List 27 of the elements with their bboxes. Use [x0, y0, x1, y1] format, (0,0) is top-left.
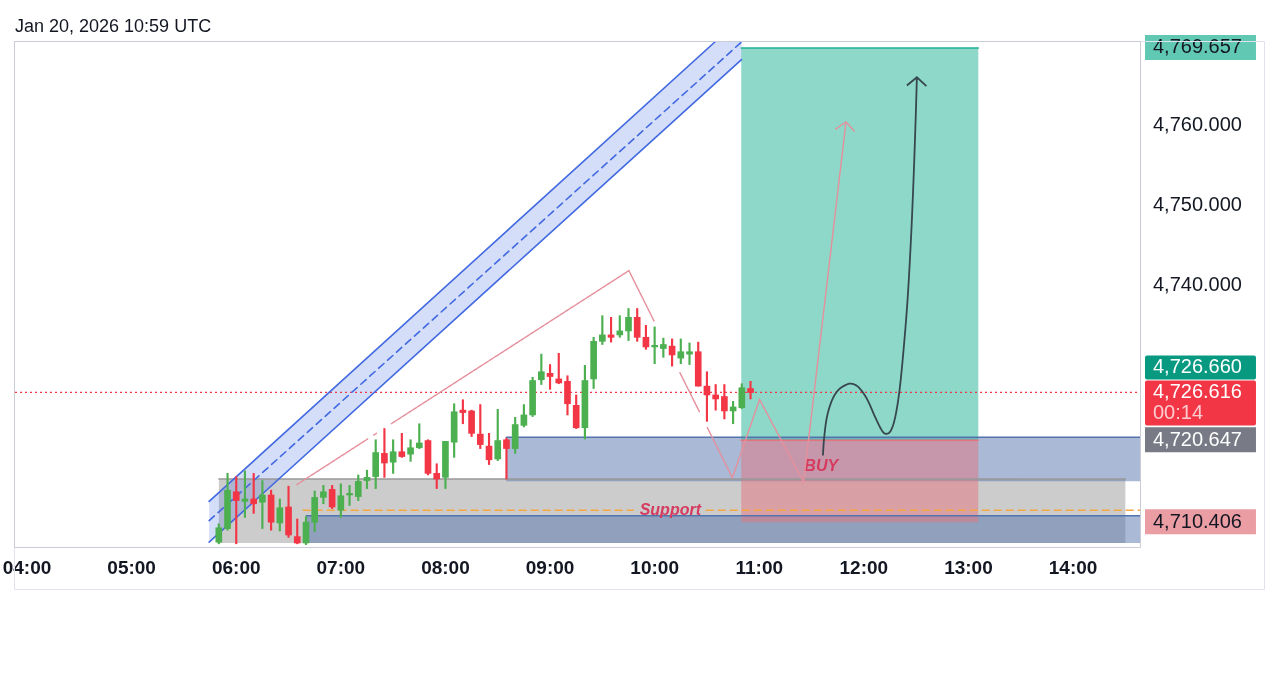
candlestick [381, 428, 388, 478]
text: 00:14 [1153, 400, 1204, 423]
y-tick-label: 4,750.000 [1153, 192, 1242, 215]
x-tick-label: 09:00 [525, 556, 575, 578]
x-tick-label: 07:00 [316, 556, 366, 578]
candlestick [686, 342, 693, 365]
x-tick-label: 13:00 [944, 556, 993, 578]
x-tick-label: 10:00 [630, 556, 679, 578]
ref-line-label: 4,726.616 [1153, 379, 1242, 402]
x-tick-label: 12:00 [839, 556, 889, 578]
series-label: Support [639, 500, 702, 518]
x-tick-label: 11:00 [735, 556, 784, 578]
x-tick-label: 05:00 [107, 556, 156, 578]
series-label: BUY [804, 456, 840, 474]
x-tick-label: 14:00 [1048, 556, 1098, 578]
x-tick-label: 06:00 [211, 556, 261, 578]
y-tick-label: 4,710.406 [1153, 509, 1242, 532]
y-tick-label: 4,740.000 [1153, 272, 1242, 295]
candlestick [407, 439, 414, 462]
x-tick-label: 04:00 [2, 556, 52, 578]
chart-title: Jan 20, 2026 10:59 UTC [15, 15, 212, 37]
y-tick-label: 4,720.647 [1153, 427, 1242, 450]
candlestick [346, 485, 353, 506]
y-tick-label: 4,760.000 [1153, 112, 1242, 135]
text: 4,726.660 [1153, 354, 1242, 377]
x-tick-label: 08:00 [421, 556, 470, 578]
candlestick [503, 437, 510, 480]
